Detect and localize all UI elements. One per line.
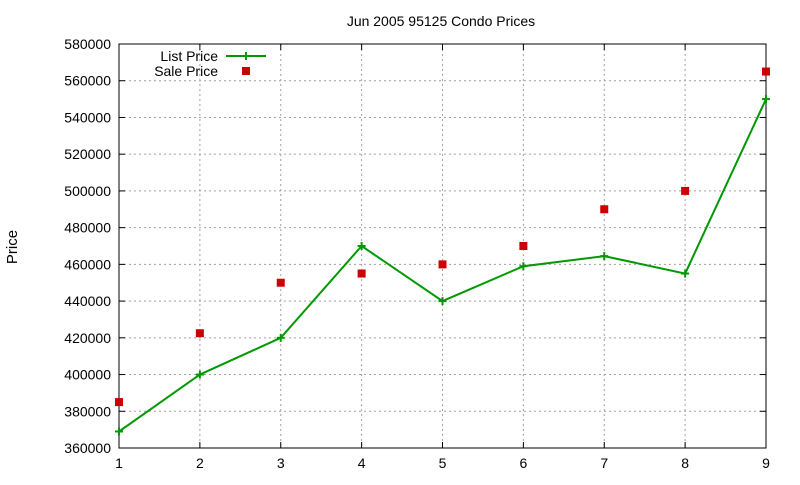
y-tick-label: 440000 (64, 293, 111, 309)
series (115, 67, 770, 436)
y-tick-label: 360000 (64, 440, 111, 456)
legend-item-list-price: List Price (160, 48, 266, 64)
sale-price-point (762, 67, 770, 76)
list-price-point (195, 370, 204, 379)
x-tick-label: 5 (439, 455, 447, 471)
y-tick-label: 500000 (64, 183, 111, 199)
sale-price-point (195, 329, 204, 338)
series-list-price (115, 95, 770, 436)
x-tick-label: 1 (115, 455, 123, 471)
x-tick-label: 4 (358, 455, 366, 471)
series-sale-price (115, 67, 770, 407)
list-price-point (115, 427, 123, 436)
list-price-point (438, 297, 447, 306)
sale-price-point (519, 242, 528, 250)
axis-ticks: 360000 380000 400000 420000 440000 460000 4800… (64, 36, 770, 471)
list-price-point (762, 95, 770, 104)
grid (119, 44, 766, 448)
sale-price-point (600, 205, 609, 214)
x-tick-label: 8 (681, 455, 689, 471)
y-tick-label: 480000 (64, 220, 111, 236)
x-tick-label: 2 (196, 455, 204, 471)
list-price-point (681, 269, 690, 278)
sale-price-point (681, 186, 690, 195)
y-tick-label: 400000 (64, 367, 111, 383)
y-tick-label: 540000 (64, 109, 111, 125)
y-tick-label: 380000 (64, 403, 111, 419)
list-price-point (276, 333, 285, 342)
x-tick-label: 7 (600, 455, 608, 471)
legend-label: List Price (160, 48, 218, 64)
y-axis-label: Price (4, 230, 21, 264)
y-tick-label: 560000 (64, 73, 111, 89)
sale-price-point (115, 398, 123, 407)
x-tick-label: 6 (519, 455, 527, 471)
x-tick-label: 9 (762, 455, 770, 471)
x-tick-label: 3 (277, 455, 285, 471)
y-tick-label: 520000 (64, 146, 111, 162)
chart-title: Jun 2005 95125 Condo Prices (347, 13, 535, 29)
list-price-point (519, 262, 528, 271)
legend-label: Sale Price (154, 63, 218, 79)
y-tick-label: 420000 (64, 330, 111, 346)
y-tick-label: 580000 (64, 36, 111, 52)
sale-price-point (276, 278, 285, 287)
y-tick-label: 460000 (64, 256, 111, 272)
legend-item-sale-price: Sale Price (154, 63, 250, 79)
sale-price-point (357, 269, 366, 278)
list-price-point (357, 242, 366, 250)
legend-square-sample (242, 67, 250, 75)
sale-price-point (438, 260, 447, 269)
list-price-point (600, 252, 609, 261)
